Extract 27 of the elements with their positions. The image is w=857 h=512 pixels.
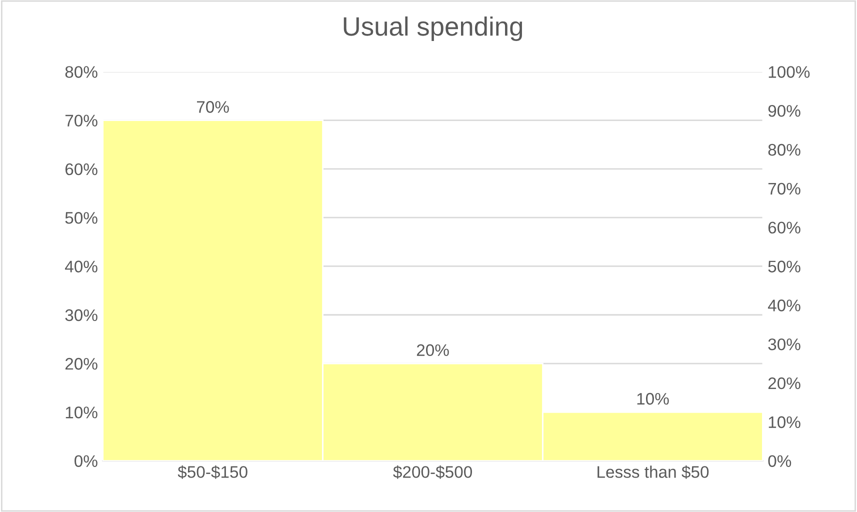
y2-tick-label: 50% [768, 260, 800, 272]
x-tick-label: $200-$500 [393, 465, 472, 479]
chart-title: Usual spending [344, 16, 522, 42]
y2-tick-label: 30% [768, 338, 800, 350]
x-tick-label: Lesss than $50 [598, 465, 709, 479]
y2-tick-label: 80% [768, 144, 800, 156]
data-label: 70% [196, 101, 229, 113]
y-tick-label: 0% [74, 455, 98, 468]
y-tick-label: 70% [65, 114, 98, 127]
x-tick-label: $50-$150 [178, 465, 248, 479]
y2-tick-label: 20% [768, 377, 800, 390]
data-label: 20% [416, 344, 449, 356]
y-tick-label: 60% [65, 163, 98, 176]
y2-tick-label: 90% [768, 104, 800, 117]
y-tick-label: 50% [65, 212, 98, 224]
y2-tick-label: 100% [768, 66, 810, 78]
data-label: 10% [637, 392, 669, 405]
y2-tick-label: 0% [768, 455, 792, 468]
y-tick-label: 20% [65, 358, 98, 370]
y-tick-label: 40% [65, 260, 98, 272]
y2-tick-label: 10% [768, 416, 800, 428]
y-tick-label: 30% [65, 309, 98, 322]
y2-tick-label: 40% [768, 300, 800, 312]
y-tick-label: 10% [66, 406, 98, 418]
y2-tick-label: 60% [768, 222, 800, 234]
y2-tick-label: 70% [768, 182, 800, 195]
y-tick-label: 80% [65, 66, 98, 78]
